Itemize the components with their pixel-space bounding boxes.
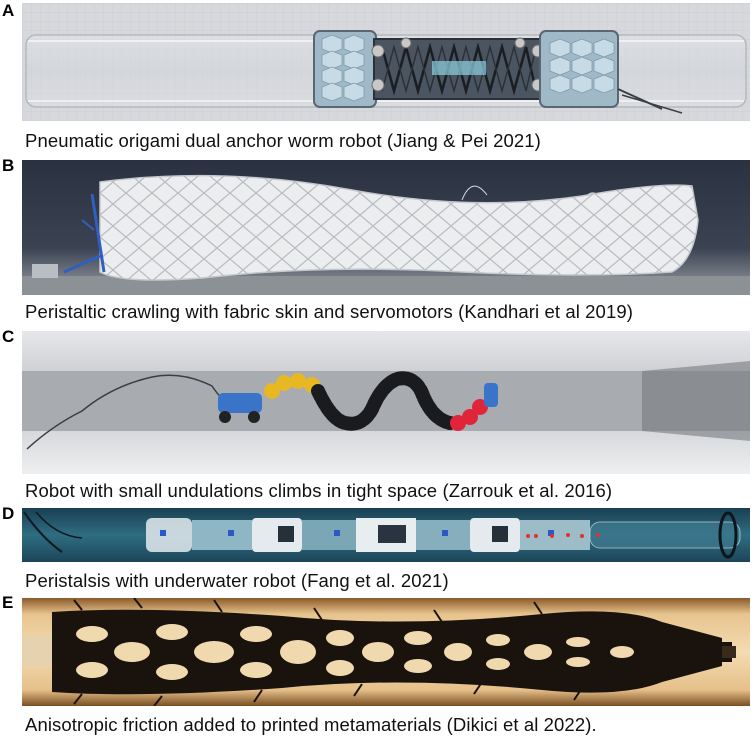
panel-e-letter: E — [2, 593, 14, 612]
panel-d-caption: Peristalsis with underwater robot (Fang … — [25, 570, 449, 591]
panel-a-caption: Pneumatic origami dual anchor worm robot… — [25, 130, 541, 151]
panel-b-caption: Peristaltic crawling with fabric skin an… — [25, 301, 633, 322]
panel-e-photo — [22, 598, 750, 706]
panel-c-letter: C — [2, 327, 15, 346]
panel-e-caption: Anisotropic friction added to printed me… — [25, 714, 597, 735]
panel-b-letter: B — [2, 156, 15, 175]
panel-b-photo — [22, 160, 750, 295]
panel-c-photo — [22, 331, 750, 474]
panel-d-photo — [22, 508, 750, 562]
panel-a-letter: A — [2, 1, 15, 20]
panel-c-caption: Robot with small undulations climbs in t… — [25, 480, 613, 501]
panel-a-photo — [22, 3, 750, 121]
panel-d-letter: D — [2, 504, 15, 523]
